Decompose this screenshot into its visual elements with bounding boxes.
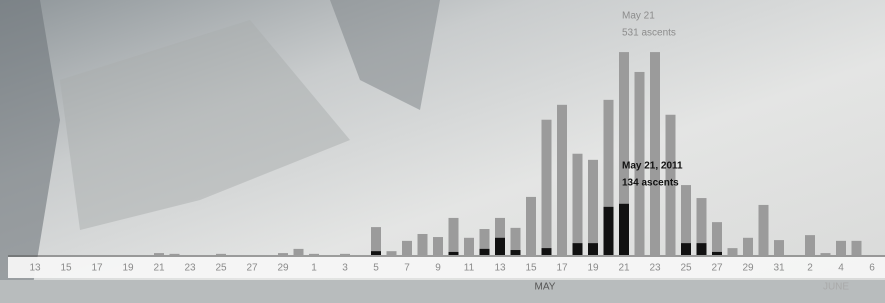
x-tick-label: 25 (680, 263, 692, 274)
bar (526, 197, 536, 255)
bar (294, 249, 304, 255)
x-tick-label: 19 (587, 263, 599, 274)
bar (433, 237, 443, 255)
x-tick-label: 6 (869, 263, 875, 274)
x-tick-label: 27 (711, 263, 723, 274)
x-tick-label: 13 (494, 263, 506, 274)
annotation: 134 ascents (622, 178, 679, 189)
bar (449, 218, 459, 255)
bar (836, 241, 846, 255)
bar (759, 205, 769, 255)
x-tick-label: 7 (404, 263, 410, 274)
bar (449, 252, 459, 255)
bar (542, 248, 552, 255)
bar (650, 52, 660, 255)
x-tick-label: 25 (215, 263, 227, 274)
bar (573, 243, 583, 255)
x-tick-label: 15 (60, 263, 72, 274)
bar (697, 243, 707, 255)
bar (852, 241, 862, 255)
bar (371, 227, 381, 255)
bar (170, 254, 180, 255)
x-tick-label: 13 (29, 263, 41, 274)
bar (216, 254, 226, 255)
x-tick-label: 29 (742, 263, 754, 274)
bar (728, 248, 738, 255)
month-label: JUNE (823, 282, 849, 293)
x-tick-label: 4 (838, 263, 844, 274)
bar (387, 251, 397, 255)
x-tick-label: 29 (277, 263, 289, 274)
bar (309, 254, 319, 255)
bar (681, 243, 691, 255)
bar (340, 254, 350, 255)
bar (464, 238, 474, 255)
bar (278, 253, 288, 255)
x-tick-label: 21 (618, 263, 630, 274)
bar (743, 238, 753, 255)
bar (805, 235, 815, 255)
x-tick-label: 31 (773, 263, 785, 274)
bar (154, 253, 164, 255)
x-tick-label: 11 (464, 263, 475, 274)
bar (495, 238, 505, 255)
bar (371, 251, 381, 255)
chart: 1315171921232527291357911131517192123252… (0, 0, 885, 303)
ground (0, 280, 885, 303)
annotation: May 21, 2011 (622, 161, 683, 172)
bar (511, 250, 521, 255)
x-tick-label: 5 (373, 263, 379, 274)
bar (588, 243, 598, 255)
bar (712, 222, 722, 255)
x-tick-label: 15 (525, 263, 537, 274)
x-tick-label: 19 (122, 263, 134, 274)
bar (573, 154, 583, 255)
x-tick-label: 3 (342, 263, 348, 274)
bar (542, 120, 552, 255)
x-tick-label: 2 (807, 263, 813, 274)
x-tick-label: 21 (153, 263, 165, 274)
annotation: May 21 (622, 11, 655, 22)
bar (402, 241, 412, 255)
bar (821, 253, 831, 255)
bar (774, 240, 784, 255)
bar (619, 204, 629, 255)
x-tick-label: 17 (91, 263, 103, 274)
annotation: 531 ascents (622, 28, 676, 39)
bar (712, 252, 722, 255)
x-tick-label: 1 (311, 263, 317, 274)
month-label: MAY (535, 282, 556, 293)
x-tick-label: 23 (649, 263, 661, 274)
bar (557, 105, 567, 255)
x-tick-label: 17 (556, 263, 568, 274)
x-tick-label: 9 (435, 263, 441, 274)
bar (418, 234, 428, 255)
bar (480, 249, 490, 255)
x-tick-label: 27 (246, 263, 258, 274)
bar (604, 207, 614, 255)
bar (588, 160, 598, 255)
x-tick-label: 23 (184, 263, 196, 274)
